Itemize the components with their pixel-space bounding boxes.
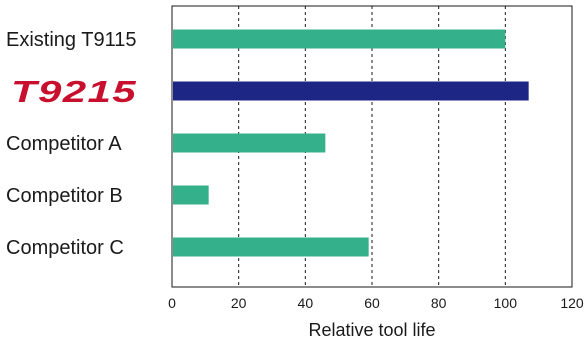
- x-tick-20: 20: [231, 295, 247, 311]
- x-tick-80: 80: [431, 295, 447, 311]
- category-label-t9215: T9215: [11, 74, 137, 109]
- category-label-competitor-b: Competitor B: [6, 185, 123, 207]
- x-axis-title: Relative tool life: [308, 320, 435, 340]
- category-label-competitor-a: Competitor A: [6, 133, 122, 155]
- bar-competitor-a: [173, 133, 326, 153]
- bar-competitor-b: [173, 185, 209, 205]
- bar-t9215: [173, 81, 529, 101]
- x-tick-0: 0: [168, 295, 176, 311]
- x-tick-120: 120: [560, 295, 584, 311]
- bar-competitor-c: [173, 237, 369, 257]
- x-tick-labels: 0 20 40 60 80 100 120: [168, 295, 584, 311]
- bars: [173, 29, 529, 257]
- x-tick-100: 100: [494, 295, 518, 311]
- category-labels: Existing T9115 T9215 Competitor A Competito…: [6, 29, 137, 259]
- bar-existing-t9115: [173, 29, 506, 49]
- category-label-existing-t9115: Existing T9115: [6, 29, 136, 51]
- category-label-competitor-c: Competitor C: [6, 237, 124, 259]
- plot-frame: [171, 5, 573, 288]
- x-tick-60: 60: [364, 295, 380, 311]
- x-tick-40: 40: [298, 295, 314, 311]
